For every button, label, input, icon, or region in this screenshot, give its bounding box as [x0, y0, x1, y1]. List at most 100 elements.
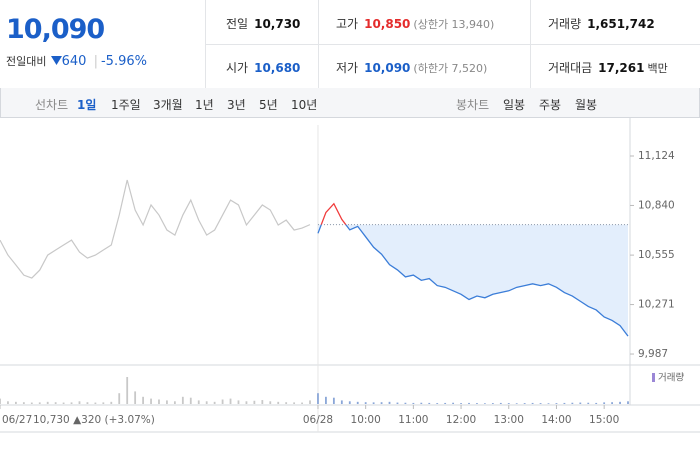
change-label: 전일대비 [6, 55, 47, 68]
period-tab[interactable]: 1주일 [111, 98, 141, 112]
stat: 거래량 1,651,742 [548, 15, 655, 32]
volume-bar [460, 403, 462, 404]
volume-bar [587, 402, 590, 404]
volume-bar [301, 402, 303, 404]
volume-bar [277, 401, 280, 404]
volume-bar [166, 400, 168, 404]
stat-note: (하한가 7,520) [413, 62, 488, 75]
period-tab[interactable]: 3개월 [153, 98, 183, 112]
volume-bar [325, 396, 327, 404]
volume-bar [102, 402, 105, 404]
period-tabs: 선차트 봉차트 1일 1주일 3개월 1년 3년 5년 10년 일봉 주봉 월봉 [0, 88, 700, 118]
volume-bar [515, 403, 518, 404]
down-icon [50, 56, 62, 65]
volume-bar [507, 403, 510, 404]
y-tick-label: 10,271 [638, 299, 675, 311]
stat: 저가 10,090 (하한가 7,520) [336, 59, 487, 76]
volume-bar [158, 399, 160, 404]
stat: 시가 10,680 [226, 59, 300, 76]
volume-bar [86, 402, 89, 404]
price-line [0, 179, 311, 279]
x-tick-label: 13:00 [494, 414, 524, 426]
volume-bar [22, 402, 25, 404]
period-tab[interactable]: 월봉 [575, 98, 598, 112]
x-tick-label: 11:00 [398, 414, 428, 426]
price: 10,090 [6, 14, 105, 45]
volume-bar [412, 402, 415, 404]
volume-bar [388, 401, 391, 404]
x-tick-label: 12:00 [446, 414, 476, 426]
volume-bar [372, 402, 375, 404]
volume-bar [452, 402, 455, 404]
x-tick-label: 06/28 [303, 414, 333, 426]
stat-value: 17,261 [598, 61, 645, 75]
stat: 전일 10,730 [226, 15, 300, 32]
volume-bar [555, 403, 558, 404]
period-tab[interactable]: 1일 [77, 98, 97, 112]
period-tab[interactable]: 10년 [291, 98, 318, 112]
volume-bar [356, 401, 359, 404]
x-tick-label: 06/27 [2, 414, 32, 426]
volume-bar [428, 402, 431, 404]
period-tab[interactable]: 5년 [259, 98, 278, 112]
volume-bar [619, 401, 621, 404]
volume-bar [539, 403, 542, 404]
volume-bar [181, 396, 184, 404]
legend-swatch [652, 373, 655, 382]
volume-bar [197, 400, 200, 404]
change: 640 [61, 54, 87, 69]
volume-bar [14, 401, 17, 404]
volume-bar [332, 397, 335, 404]
stat-note: 백만 [647, 62, 668, 75]
below-reference-area [317, 224, 628, 337]
volume-bar [380, 402, 383, 404]
volume-bar [523, 403, 526, 404]
volume-bar [245, 401, 248, 404]
stat-label: 고가 [336, 17, 359, 31]
volume-bar [142, 396, 144, 404]
volume-bar [531, 402, 534, 404]
volume-bar [118, 393, 121, 404]
period-tab[interactable]: 일봉 [503, 98, 526, 112]
volume-bar [253, 400, 256, 404]
volume-bar [126, 377, 129, 404]
stat-value: 10,090 [364, 61, 411, 75]
period-tab[interactable]: 1년 [195, 98, 214, 112]
volume-bar [404, 402, 407, 404]
period-tab[interactable]: 주봉 [539, 98, 562, 112]
stat-note: (상한가 13,940) [413, 18, 495, 31]
stat-label: 시가 [226, 61, 249, 75]
volume-bar [134, 391, 137, 404]
stat-value: 10,850 [364, 17, 411, 31]
annotation: 10,730 ▲320 (+3.07%) [33, 414, 155, 426]
volume-bar [571, 402, 574, 404]
volume-bar [348, 401, 351, 404]
volume-bar [30, 402, 33, 404]
y-tick-label: 9,987 [638, 348, 668, 360]
change-pct: -5.96% [100, 54, 147, 69]
volume-bar [317, 393, 319, 404]
volume-bar [468, 402, 470, 404]
volume-bar [499, 402, 502, 404]
volume-bar [293, 402, 296, 404]
volume-bar [70, 402, 73, 404]
volume-bar [78, 401, 81, 404]
volume-bar [484, 403, 486, 404]
volume-bar [150, 398, 152, 404]
change-row: 전일대비 640 | -5.96% [6, 53, 147, 69]
stat-value: 1,651,742 [587, 17, 655, 31]
x-tick-label: 14:00 [541, 414, 571, 426]
y-tick-label: 10,840 [638, 199, 675, 211]
tab-group-label: 선차트 [35, 98, 69, 112]
stat-label: 저가 [336, 61, 359, 75]
period-tab[interactable]: 3년 [227, 98, 246, 112]
volume-bar [173, 401, 176, 404]
volume-bar [0, 398, 1, 404]
volume-bar [476, 403, 478, 404]
divider: | [93, 54, 98, 69]
volume-bar [579, 402, 582, 404]
volume-bar [603, 402, 606, 404]
volume-bar [46, 401, 49, 404]
